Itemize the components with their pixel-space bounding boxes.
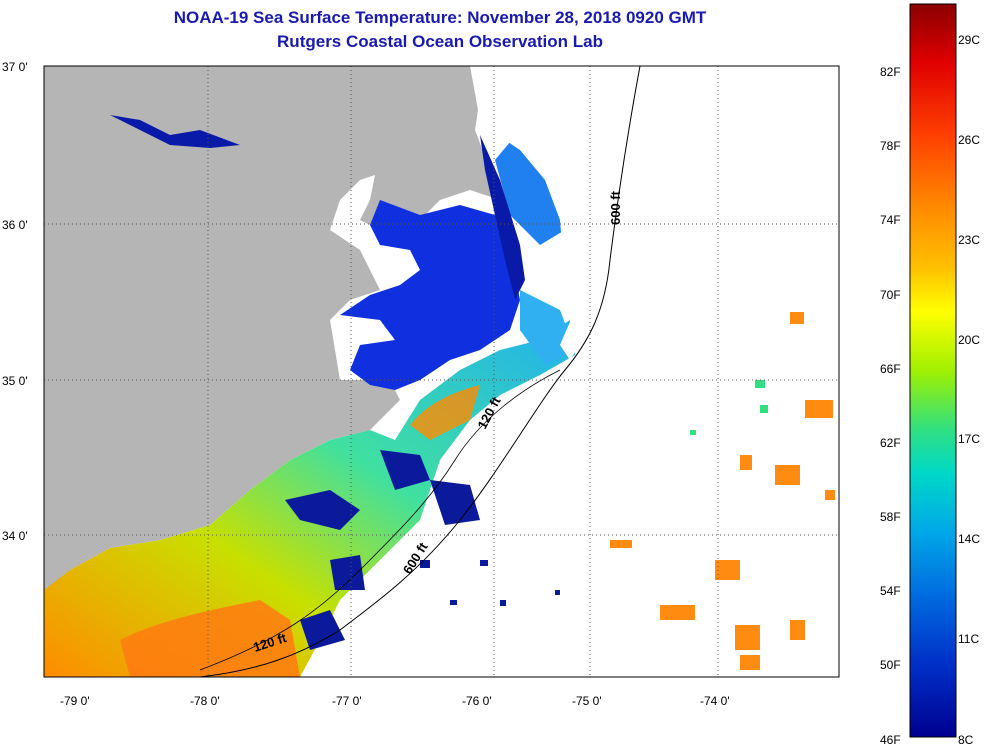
colorbar xyxy=(909,3,957,738)
colorbar-f-label: 58F xyxy=(880,510,901,524)
colorbar-f-label: 50F xyxy=(880,658,901,672)
isobath-600ft xyxy=(199,66,641,677)
colorbar-f-label: 74F xyxy=(880,213,901,227)
colorbar-c-label: 23C xyxy=(958,233,981,247)
colorbar-c-label: 11C xyxy=(958,632,980,646)
isobath-120ft xyxy=(199,369,561,671)
lat-label: 37 0' xyxy=(2,60,28,74)
land-carolinas xyxy=(44,66,500,590)
colorbar-f-label: 70F xyxy=(880,288,901,302)
lon-label: -77 0' xyxy=(332,694,362,708)
depth-label-600ft-north: 600 ft xyxy=(608,190,623,225)
warm-patches xyxy=(610,312,835,670)
lon-label: -76 0' xyxy=(462,694,492,708)
colorbar-f-label: 66F xyxy=(880,362,901,376)
colorbar-f-label: 54F xyxy=(880,584,901,598)
colorbar-c-label: 26C xyxy=(958,133,981,147)
lon-label: -78 0' xyxy=(190,694,220,708)
colorbar-c-label: 29C xyxy=(958,33,981,47)
colorbar-f-label: 46F xyxy=(880,733,901,747)
colorbar-f-label: 62F xyxy=(880,436,901,450)
pamlico-sound xyxy=(340,200,520,390)
lat-label: 34 0' xyxy=(2,529,28,543)
lat-label: 36 0' xyxy=(2,218,28,232)
colorbar-f-label: 78F xyxy=(880,139,901,153)
lat-label: 35 0' xyxy=(2,374,28,388)
colorbar-c-label: 14C xyxy=(958,532,981,546)
colorbar-c-label: 20C xyxy=(958,333,981,347)
colorbar-f-label: 82F xyxy=(880,65,901,79)
map-title: NOAA-19 Sea Surface Temperature: Novembe… xyxy=(173,8,707,27)
lon-label: -75 0' xyxy=(572,694,602,708)
colorbar-c-label: 8C xyxy=(958,733,974,747)
colorbar-c-label: 17C xyxy=(958,432,981,446)
cold-patches xyxy=(285,450,614,650)
lon-label: -79 0' xyxy=(60,694,90,708)
map-subtitle: Rutgers Coastal Ocean Observation Lab xyxy=(277,32,603,51)
lon-label: -74 0' xyxy=(700,694,730,708)
